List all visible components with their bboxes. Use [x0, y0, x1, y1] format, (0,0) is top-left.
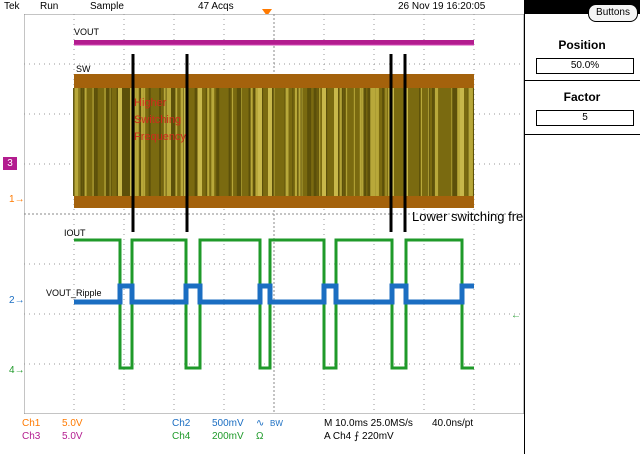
- ch4-impedance-icon: Ω: [256, 431, 264, 442]
- ch2-ground-marker[interactable]: 2→: [9, 295, 25, 306]
- side-menu: Buttons Position 50.0% Factor 5: [524, 0, 640, 454]
- ch3-ground-marker[interactable]: 3: [3, 157, 17, 170]
- ch4-scale: 200mV: [212, 431, 244, 442]
- sw-label: SW: [76, 64, 91, 74]
- ch4-ground-marker[interactable]: 4→: [9, 365, 25, 376]
- vout-ripple-label: VOUT_Ripple: [46, 288, 102, 298]
- resolution-readout: 40.0ns/pt: [432, 418, 474, 429]
- ch1-ground-marker[interactable]: 1→: [9, 194, 25, 205]
- channel-status-bar: Ch1 5.0V Ch3 5.0V Ch2 500mV ∿ BW Ch4 200…: [0, 414, 524, 454]
- menu-divider: [524, 0, 525, 454]
- ch1-scale: 5.0V: [62, 418, 83, 429]
- trigger-position-icon: [262, 9, 272, 16]
- position-label: Position: [558, 38, 606, 52]
- factor-value[interactable]: 5: [536, 110, 634, 126]
- iout-label: IOUT: [64, 228, 86, 238]
- menu-separator: [524, 134, 640, 135]
- date-time: 26 Nov 19 16:20:05: [398, 1, 486, 12]
- acquisition-count: 47 Acqs: [198, 1, 234, 12]
- bandwidth-limit-icon: BW: [270, 419, 283, 428]
- run-state: Run: [40, 1, 59, 12]
- ch2-scale: 500mV: [212, 418, 244, 429]
- annotation-markers: [131, 54, 407, 232]
- position-value[interactable]: 50.0%: [536, 58, 634, 74]
- factor-label: Factor: [563, 90, 601, 104]
- trigger-level-icon[interactable]: ←: [511, 310, 521, 321]
- higher-frequency-annotation: Higher Switching Frequency: [134, 97, 186, 143]
- timebase-readout: M 10.0ms 25.0MS/s: [324, 418, 413, 429]
- ch1-label: Ch1: [22, 418, 41, 429]
- vout-trace: [74, 40, 474, 46]
- brand-label: Tek: [4, 1, 20, 12]
- menu-separator: [524, 80, 640, 81]
- lower-frequency-annotation: Lower switching frequency: [412, 209, 524, 224]
- ch3-label: Ch3: [22, 431, 41, 442]
- trigger-readout: A Ch4 ⨍ 220mV: [324, 431, 394, 442]
- buttons-button[interactable]: Buttons: [588, 4, 638, 22]
- ch4-label: Ch4: [172, 431, 191, 442]
- waveform-display[interactable]: VOUT SW IOUT VOUT_Ripple Higher Switchin…: [24, 14, 524, 414]
- ch3-scale: 5.0V: [62, 431, 83, 442]
- vout-ripple-trace: [74, 283, 474, 305]
- vout-label: VOUT: [74, 27, 100, 37]
- ch2-label: Ch2: [172, 418, 191, 429]
- graticule-center-axes: [24, 14, 524, 414]
- acquisition-mode: Sample: [90, 1, 124, 12]
- scope-status-bar: Tek Run Sample 47 Acqs 26 Nov 19 16:20:0…: [0, 0, 524, 14]
- ch2-coupling-icon: ∿: [256, 418, 265, 429]
